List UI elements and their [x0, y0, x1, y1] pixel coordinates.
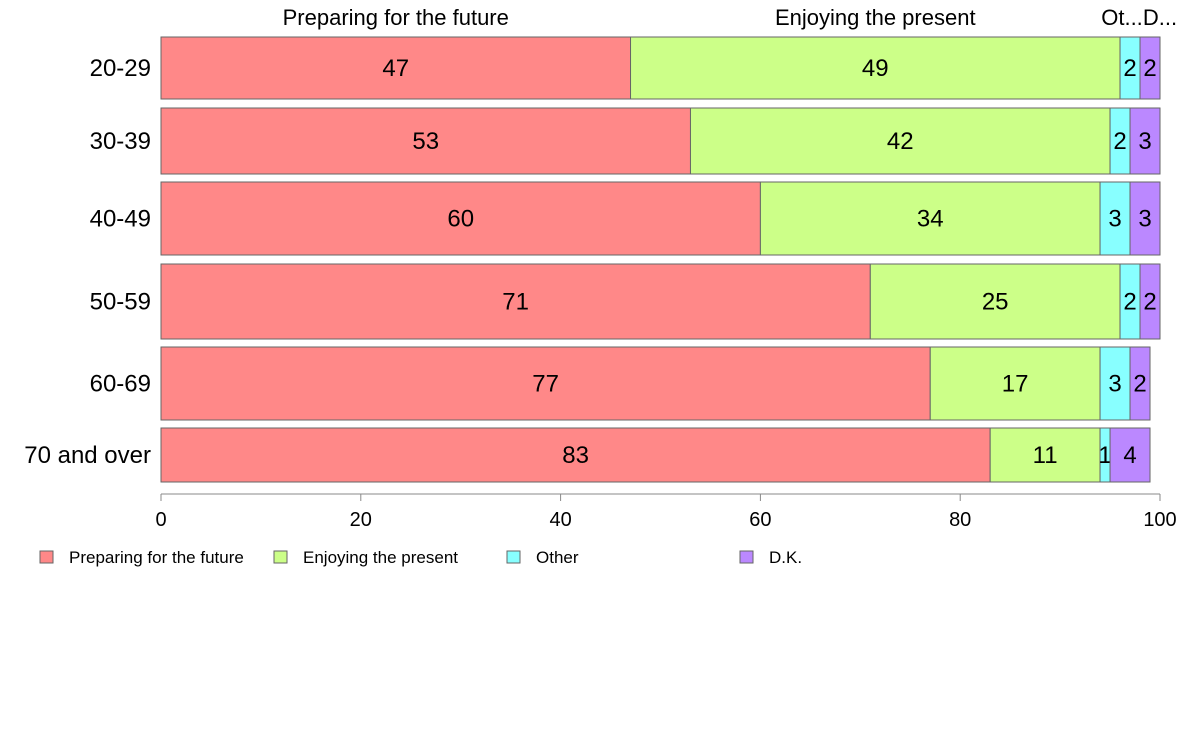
bar-value-label: 25	[982, 289, 1009, 316]
category-label: 40-49	[90, 206, 151, 233]
category-label: 70 and over	[24, 442, 151, 469]
bar-segment	[869, 263, 1121, 340]
bar-value-label: 2	[1123, 55, 1136, 82]
column-header-0: Preparing for the future	[283, 5, 509, 30]
legend-label: Other	[536, 548, 579, 567]
legend-label: Enjoying the present	[303, 548, 458, 567]
bar-segment	[759, 181, 1101, 256]
bar-segment	[1129, 107, 1161, 175]
bar-value-label: 71	[502, 289, 529, 316]
bar-segment	[689, 107, 1111, 175]
bar-value-label: 1	[1098, 442, 1111, 469]
bar-value-label: 3	[1108, 371, 1121, 398]
bar-segment	[1139, 36, 1161, 100]
category-label: 60-69	[90, 371, 151, 398]
bar-value-label: 47	[382, 55, 409, 82]
bar-value-label: 53	[412, 128, 439, 155]
x-tick-label: 100	[1143, 509, 1176, 531]
column-header-2: Ot...	[1101, 5, 1143, 30]
x-tick-label: 40	[549, 509, 571, 531]
bar-segment	[929, 346, 1101, 421]
bar-segment	[630, 36, 1121, 100]
column-header-3: D...	[1143, 5, 1177, 30]
bar-value-label: 2	[1133, 371, 1146, 398]
category-label: 50-59	[90, 289, 151, 316]
bar-value-label: 11	[1033, 442, 1058, 469]
legend-swatch	[273, 550, 288, 564]
legend-label: Preparing for the future	[69, 548, 244, 567]
legend-label: D.K.	[769, 548, 802, 567]
bar-segment	[1109, 427, 1151, 483]
bar-value-label: 60	[447, 206, 474, 233]
bar-value-label: 3	[1138, 128, 1151, 155]
bar-value-label: 2	[1113, 128, 1126, 155]
bar-segment	[1129, 346, 1151, 421]
bar-segment	[160, 263, 871, 340]
bar-segment	[160, 346, 931, 421]
x-tick-label: 0	[155, 509, 166, 531]
bar-segment	[160, 107, 691, 175]
x-tick-label: 20	[350, 509, 372, 531]
category-label: 30-39	[90, 128, 151, 155]
bar-value-label: 77	[532, 371, 559, 398]
bar-value-label: 2	[1143, 289, 1156, 316]
bar-value-label: 34	[917, 206, 944, 233]
bar-segment	[1139, 263, 1161, 340]
category-label: 20-29	[90, 55, 151, 82]
bar-value-label: 42	[887, 128, 914, 155]
bar-segment	[160, 181, 761, 256]
x-tick-label: 60	[749, 509, 771, 531]
bar-segment	[160, 427, 991, 483]
bar-value-label: 83	[562, 442, 589, 469]
bar-segment	[160, 36, 632, 100]
bar-value-label: 17	[1002, 371, 1029, 398]
bar-segment	[1129, 181, 1161, 256]
bar-value-label: 2	[1143, 55, 1156, 82]
column-header-1: Enjoying the present	[775, 5, 976, 30]
bar-value-label: 3	[1138, 206, 1151, 233]
bar-segment	[1099, 181, 1131, 256]
legend-swatch	[739, 550, 754, 564]
bar-value-label: 3	[1108, 206, 1121, 233]
bar-segment	[1099, 346, 1131, 421]
bar-value-label: 4	[1123, 442, 1136, 469]
bar-value-label: 49	[862, 55, 889, 82]
legend-swatch	[39, 550, 54, 564]
bar-value-label: 2	[1123, 289, 1136, 316]
x-tick-label: 80	[949, 509, 971, 531]
bar-segment	[989, 427, 1101, 483]
legend-swatch	[506, 550, 521, 564]
